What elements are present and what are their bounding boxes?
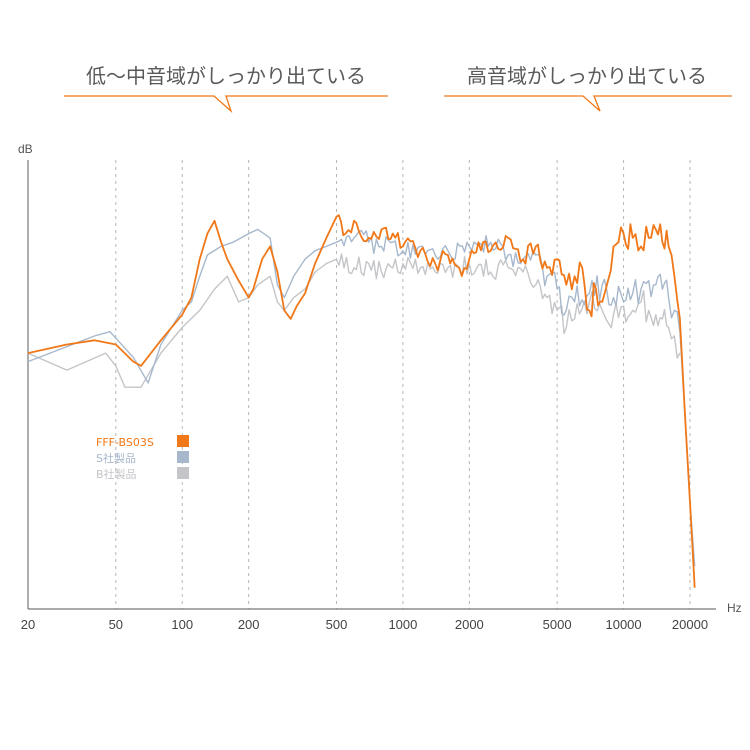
series-lines bbox=[27, 214, 696, 588]
x-axis-unit: Hz bbox=[727, 601, 742, 615]
legend-label-1: S社製品 bbox=[96, 451, 136, 465]
legend-label-2: B社製品 bbox=[96, 467, 137, 481]
series-line-2 bbox=[27, 253, 681, 388]
callout-high: 高音域がしっかり出ている bbox=[444, 64, 732, 112]
x-tick-label-1000: 1000 bbox=[388, 617, 417, 632]
callout-low-mid: 低〜中音域がしっかり出ている bbox=[64, 64, 388, 114]
legend-swatch-2 bbox=[177, 467, 189, 479]
x-tick-label-500: 500 bbox=[326, 617, 348, 632]
legend-label-0: FFF-BS03S bbox=[96, 436, 154, 449]
gridlines bbox=[115, 160, 691, 609]
series-line-0 bbox=[27, 214, 696, 588]
axes bbox=[27, 160, 716, 610]
x-tick-label-200: 200 bbox=[238, 617, 260, 632]
callout-high-text: 高音域がしっかり出ている bbox=[467, 64, 707, 88]
x-tick-label-20000: 20000 bbox=[672, 617, 708, 632]
callout-low-mid-text: 低〜中音域がしっかり出ている bbox=[86, 64, 366, 88]
y-axis-unit: dB bbox=[18, 142, 33, 156]
x-tick-label-10000: 10000 bbox=[605, 617, 641, 632]
x-tick-label-50: 50 bbox=[109, 617, 123, 632]
x-tick-label-100: 100 bbox=[171, 617, 193, 632]
x-tick-label-2000: 2000 bbox=[455, 617, 484, 632]
x-tick-label-5000: 5000 bbox=[543, 617, 572, 632]
x-tick-label-20: 20 bbox=[21, 617, 35, 632]
x-tick-labels: 20 50 100 200 500 1000 2000 5000 10000 20000 bbox=[21, 617, 708, 632]
legend-swatch-1 bbox=[177, 451, 189, 463]
legend-swatch-0 bbox=[177, 435, 189, 447]
legend: FFF-BS03S S社製品 B社製品 bbox=[96, 435, 189, 481]
series-line-1 bbox=[27, 228, 696, 567]
callout-low-mid-pointer bbox=[64, 95, 388, 114]
callout-high-pointer bbox=[444, 95, 732, 112]
